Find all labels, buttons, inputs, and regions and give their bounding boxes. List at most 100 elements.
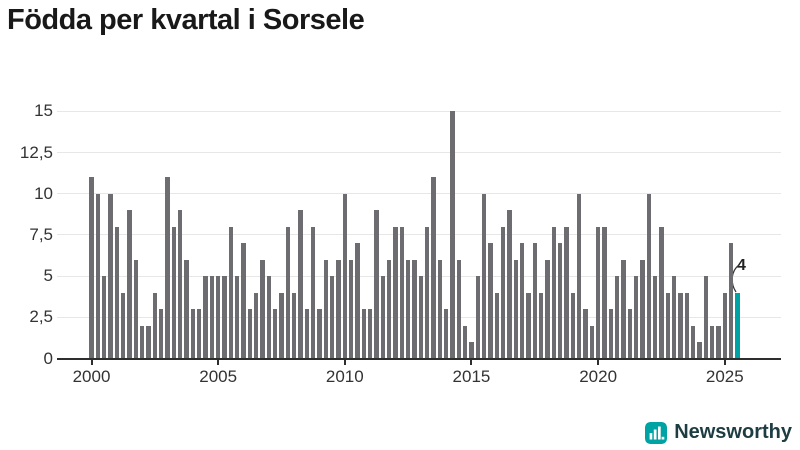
column-bar[interactable] [557, 243, 563, 359]
column-bar[interactable] [222, 276, 227, 359]
column-bar[interactable] [171, 226, 177, 359]
column-bar[interactable] [139, 325, 145, 359]
column-bar[interactable] [133, 259, 139, 359]
column-bar[interactable] [114, 226, 120, 359]
column-bar[interactable] [716, 325, 721, 359]
column-bar[interactable] [728, 243, 734, 359]
column-bar[interactable] [399, 226, 405, 359]
column-bar[interactable] [709, 325, 715, 359]
column-bar[interactable] [241, 243, 246, 359]
column-bar[interactable] [152, 292, 158, 359]
column-bar[interactable] [633, 276, 639, 359]
column-bar[interactable] [291, 292, 297, 359]
column-bar[interactable] [545, 259, 550, 359]
column-bar[interactable] [494, 292, 500, 359]
column-bar[interactable] [431, 177, 436, 359]
column-bar[interactable] [652, 276, 658, 359]
column-bar[interactable] [120, 292, 126, 359]
column-bar[interactable] [595, 226, 601, 359]
column-bar[interactable] [519, 243, 525, 359]
column-bar[interactable] [253, 292, 259, 359]
column-bar[interactable] [684, 292, 690, 359]
column-bar[interactable] [456, 259, 462, 359]
column-bar[interactable] [646, 193, 652, 359]
column-bar[interactable] [627, 309, 633, 359]
column-bar[interactable] [481, 193, 487, 359]
column-bar[interactable] [336, 259, 341, 359]
column-bar[interactable] [671, 276, 677, 359]
column-bar[interactable] [342, 193, 348, 359]
column-bar[interactable] [329, 276, 335, 359]
column-bar[interactable] [323, 259, 329, 359]
column-bar[interactable] [266, 276, 272, 359]
column-bar[interactable] [260, 259, 265, 359]
column-bar[interactable] [602, 226, 607, 359]
column-bar[interactable] [507, 210, 512, 359]
column-bar[interactable] [735, 292, 740, 359]
column-bar[interactable] [488, 243, 493, 359]
column-bar[interactable] [690, 325, 696, 359]
column-bar[interactable] [722, 292, 728, 359]
column-bar[interactable] [348, 259, 354, 359]
column-bar[interactable] [564, 226, 569, 359]
column-bar[interactable] [209, 276, 215, 359]
column-bar[interactable] [614, 276, 620, 359]
column-bar[interactable] [621, 259, 626, 359]
column-bar[interactable] [215, 276, 221, 359]
newsworthy-logo[interactable]: Newsworthy [645, 421, 792, 444]
column-bar[interactable] [184, 259, 189, 359]
column-bar[interactable] [500, 226, 506, 359]
column-bar[interactable] [367, 309, 373, 359]
column-bar[interactable] [469, 342, 474, 359]
column-bar[interactable] [678, 292, 683, 359]
column-bar[interactable] [424, 226, 430, 359]
column-bar[interactable] [589, 325, 595, 359]
column-bar[interactable] [190, 309, 196, 359]
column-bar[interactable] [418, 276, 424, 359]
column-bar[interactable] [285, 226, 291, 359]
column-bar[interactable] [551, 226, 557, 359]
column-bar[interactable] [108, 193, 113, 359]
column-bar[interactable] [355, 243, 360, 359]
column-bar[interactable] [443, 309, 449, 359]
column-bar[interactable] [659, 226, 664, 359]
column-bar[interactable] [158, 309, 164, 359]
column-bar[interactable] [570, 292, 576, 359]
column-bar[interactable] [697, 342, 702, 359]
column-bar[interactable] [361, 309, 367, 359]
column-bar[interactable] [203, 276, 208, 359]
column-bar[interactable] [386, 259, 392, 359]
column-bar[interactable] [532, 243, 538, 359]
column-bar[interactable] [317, 309, 322, 359]
column-bar[interactable] [272, 309, 278, 359]
column-bar[interactable] [95, 193, 101, 359]
column-bar[interactable] [608, 309, 614, 359]
column-bar[interactable] [374, 210, 379, 359]
column-bar[interactable] [583, 309, 588, 359]
column-bar[interactable] [298, 210, 303, 359]
column-bar[interactable] [526, 292, 531, 359]
column-bar[interactable] [513, 259, 519, 359]
column-bar[interactable] [475, 276, 481, 359]
column-bar[interactable] [101, 276, 107, 359]
column-bar[interactable] [380, 276, 386, 359]
column-bar[interactable] [247, 309, 253, 359]
column-bar[interactable] [146, 325, 151, 359]
column-bar[interactable] [703, 276, 709, 359]
column-bar[interactable] [437, 259, 443, 359]
column-bar[interactable] [89, 177, 94, 359]
column-bar[interactable] [393, 226, 398, 359]
column-bar[interactable] [177, 210, 183, 359]
column-bar[interactable] [538, 292, 544, 359]
column-bar[interactable] [196, 309, 202, 359]
column-bar[interactable] [234, 276, 240, 359]
column-bar[interactable] [310, 226, 316, 359]
column-bar[interactable] [228, 226, 234, 359]
column-bar[interactable] [412, 259, 417, 359]
column-bar[interactable] [462, 325, 468, 359]
column-bar[interactable] [665, 292, 671, 359]
column-bar[interactable] [405, 259, 411, 359]
column-bar[interactable] [127, 210, 132, 359]
column-bar[interactable] [279, 292, 284, 359]
column-bar[interactable] [640, 259, 645, 359]
